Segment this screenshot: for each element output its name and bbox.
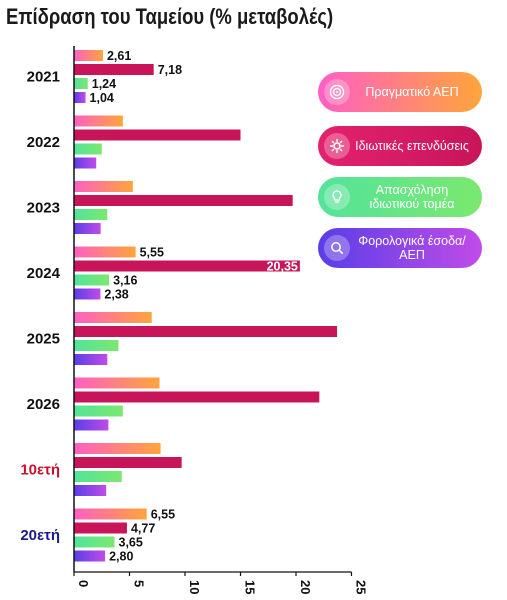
category-label: 2021 xyxy=(27,69,60,86)
data-label: 1,04 xyxy=(90,91,114,105)
category-label: 2025 xyxy=(27,331,60,348)
x-tick-label: 5 xyxy=(132,580,147,587)
bar xyxy=(74,260,300,272)
data-label: 20,35 xyxy=(267,260,298,274)
bar xyxy=(74,312,152,323)
chart-title-main: Επίδραση του Ταμείου xyxy=(6,4,205,29)
data-label: 4,77 xyxy=(131,522,155,536)
bar xyxy=(74,485,107,496)
data-label: 3,16 xyxy=(113,274,137,288)
legend-item: Φορολογικά έσοδα/ΑΕΠ xyxy=(318,228,482,268)
legend-item: Πραγματικό ΑΕΠ xyxy=(318,72,482,112)
bar xyxy=(74,181,133,192)
target-icon xyxy=(324,79,350,105)
data-label: 2,80 xyxy=(109,550,133,564)
data-label: 7,18 xyxy=(158,63,182,77)
chart-subtitle: (% μεταβολές) xyxy=(209,4,334,29)
x-tick-label: 0 xyxy=(76,580,91,587)
category-label: 2023 xyxy=(27,200,60,217)
bar xyxy=(74,143,102,155)
bar xyxy=(74,457,182,468)
magnifier-icon xyxy=(324,235,350,261)
x-tick-label: 20 xyxy=(298,580,313,594)
bar xyxy=(74,391,320,403)
legend-label: Απασχόληση ιδιωτικού τομέα xyxy=(369,183,455,211)
data-label: 5,55 xyxy=(140,246,164,260)
legend-label: Πραγματικό ΑΕΠ xyxy=(365,85,459,99)
category-label: 2022 xyxy=(27,134,60,151)
bar xyxy=(74,64,154,75)
bar xyxy=(74,157,97,169)
category-label: 10ετή xyxy=(20,462,60,479)
bar xyxy=(74,288,101,300)
bar xyxy=(74,209,108,220)
bar xyxy=(74,129,241,141)
bar xyxy=(74,246,136,258)
bar xyxy=(74,536,115,548)
bar xyxy=(74,78,88,89)
bar xyxy=(74,115,123,127)
bar xyxy=(74,550,106,562)
data-label: 2,61 xyxy=(107,49,131,63)
category-label: 2026 xyxy=(27,396,60,413)
gear-icon xyxy=(324,133,350,159)
category-label: 20ετή xyxy=(20,527,60,544)
x-tick-label: 10 xyxy=(187,580,202,594)
bar xyxy=(74,419,109,431)
legend-label: Φορολογικά έσοδα/ΑΕΠ xyxy=(358,234,466,262)
bar xyxy=(74,354,108,365)
legend-item: Ιδιωτικές επενδύσεις xyxy=(318,126,482,166)
legend-item: Απασχόληση ιδιωτικού τομέα xyxy=(318,177,482,217)
bar xyxy=(74,443,161,454)
bar xyxy=(74,508,147,520)
chart-title: Επίδραση του Ταμείου (% μεταβολές) xyxy=(6,4,333,30)
bar xyxy=(74,274,110,286)
data-label: 6,55 xyxy=(151,508,175,522)
legend-label: Ιδιωτικές επενδύσεις xyxy=(355,139,469,153)
x-tick-label: 25 xyxy=(354,580,369,594)
x-tick-label: 15 xyxy=(243,580,258,594)
bar xyxy=(74,92,86,103)
bar xyxy=(74,522,127,534)
bar xyxy=(74,195,293,206)
data-label: 1,24 xyxy=(92,77,116,91)
bar xyxy=(74,405,123,417)
data-label: 3,65 xyxy=(119,536,143,550)
bar xyxy=(74,223,101,234)
bar xyxy=(74,471,122,482)
bar xyxy=(74,377,160,389)
data-label: 2,38 xyxy=(104,288,128,302)
category-label: 2024 xyxy=(27,265,61,282)
bar xyxy=(74,326,338,337)
bar xyxy=(74,50,103,61)
lightbulb-icon xyxy=(324,184,350,210)
bar xyxy=(74,340,119,351)
